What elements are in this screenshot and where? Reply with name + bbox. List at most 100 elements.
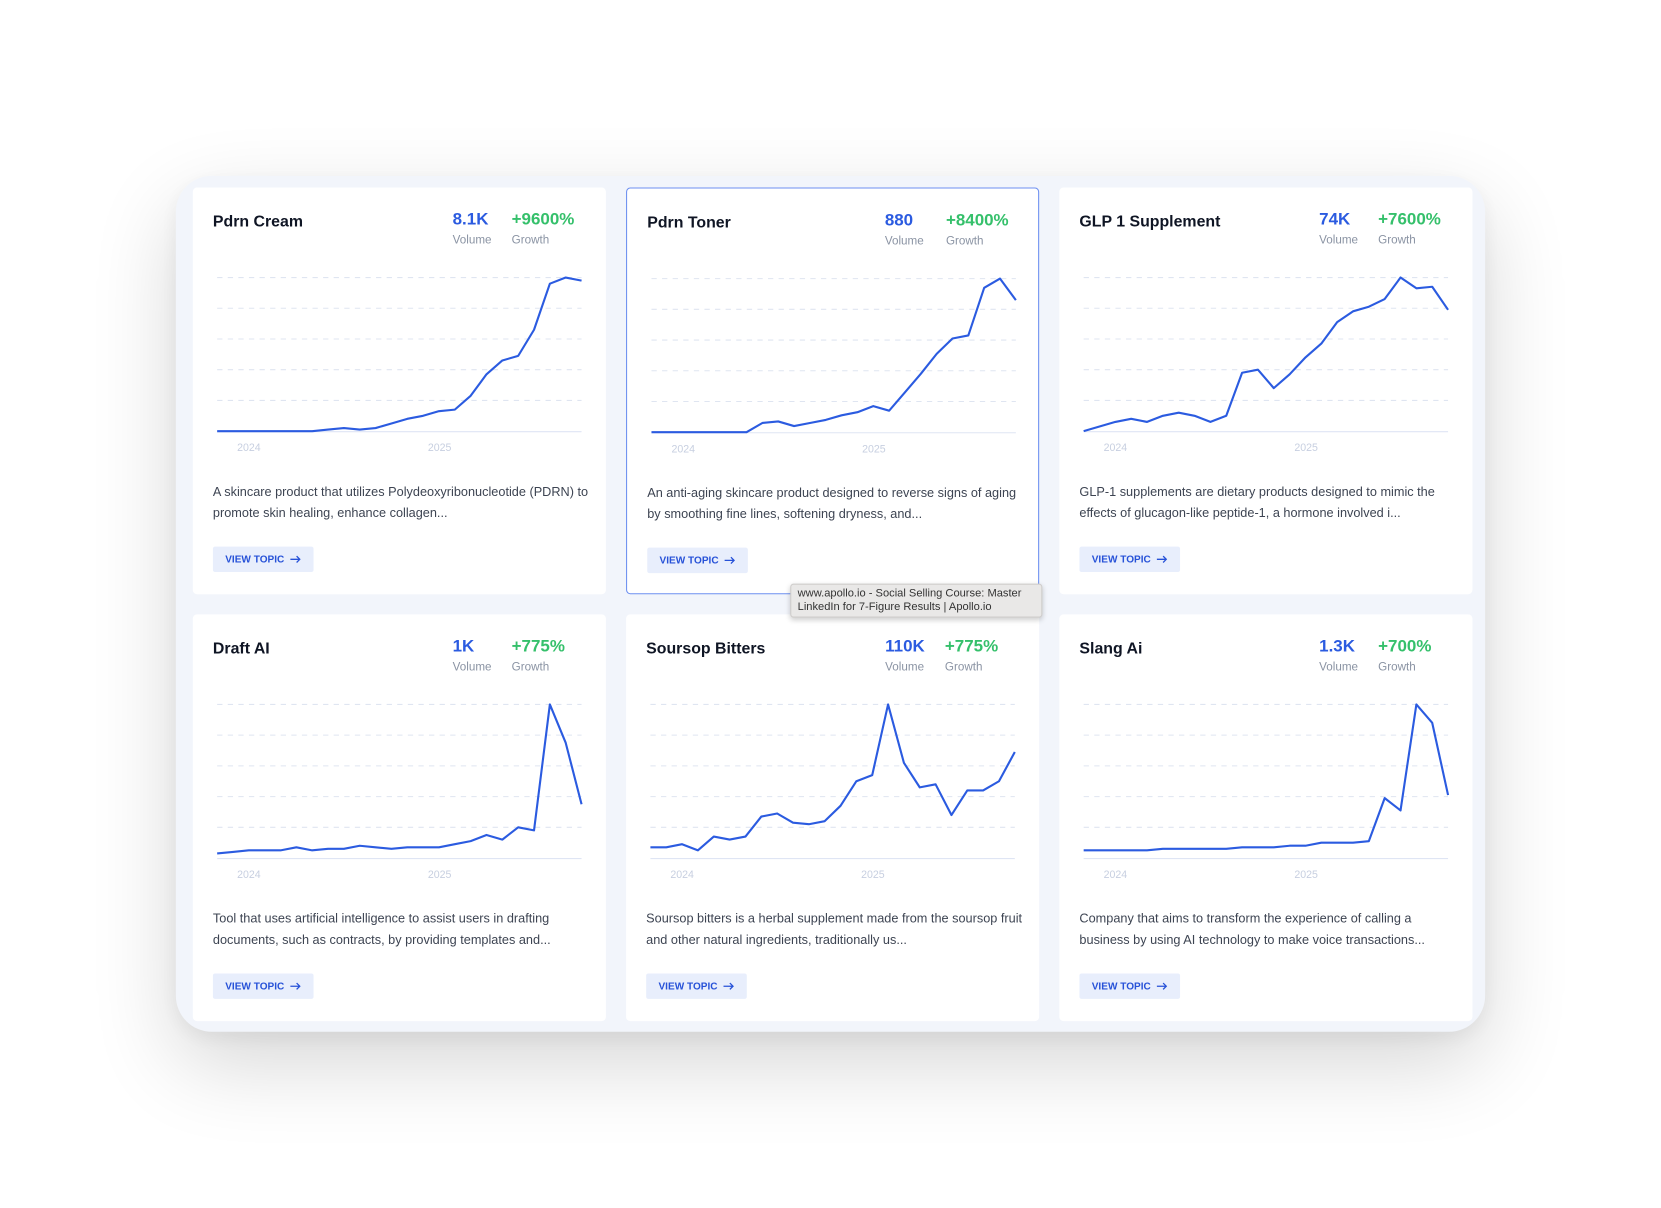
x-tick-label: 2025 bbox=[428, 442, 452, 454]
view-topic-label: VIEW TOPIC bbox=[658, 980, 718, 993]
growth-label: Growth bbox=[945, 235, 984, 248]
view-topic-label: VIEW TOPIC bbox=[1091, 980, 1151, 993]
volume-label: Volume bbox=[1319, 661, 1359, 674]
x-tick-label: 2024 bbox=[237, 442, 261, 454]
trend-chart: 2024 2025 bbox=[217, 703, 583, 881]
x-tick-label: 2025 bbox=[861, 869, 885, 881]
growth-label: Growth bbox=[511, 234, 550, 247]
arrow-right-icon bbox=[724, 556, 736, 564]
volume-metric: 1K Volume bbox=[453, 638, 492, 674]
volume-label: Volume bbox=[1319, 234, 1359, 247]
growth-label: Growth bbox=[511, 661, 550, 674]
view-topic-button[interactable]: VIEW TOPIC bbox=[1079, 973, 1181, 999]
view-topic-button[interactable]: VIEW TOPIC bbox=[647, 547, 748, 574]
x-tick-label: 2024 bbox=[670, 869, 694, 881]
volume-metric: 8.1K Volume bbox=[453, 211, 492, 247]
volume-metric: 1.3K Volume bbox=[1319, 638, 1358, 674]
x-tick-label: 2024 bbox=[1104, 442, 1128, 454]
topic-card[interactable]: Slang Ai 1.3K Volume +700% Growth 2024 20… bbox=[1059, 614, 1473, 1022]
description-text: GLP-1 supplements are dietary products d… bbox=[1079, 484, 1435, 521]
topic-description: Tool that uses artificial intelligence t… bbox=[213, 908, 589, 950]
view-topic-label: VIEW TOPIC bbox=[659, 554, 719, 567]
topic-description: GLP-1 supplements are dietary products d… bbox=[1079, 481, 1455, 523]
topic-description: Company that aims to transform the exper… bbox=[1079, 908, 1455, 950]
growth-value: +7600% bbox=[1378, 210, 1441, 229]
x-tick-label: 2025 bbox=[862, 443, 886, 455]
arrow-right-icon bbox=[290, 555, 302, 563]
x-tick-label: 2025 bbox=[1294, 442, 1318, 454]
x-tick-label: 2025 bbox=[428, 869, 452, 881]
topic-description: Soursop bitters is a herbal supplement m… bbox=[646, 908, 1022, 950]
description-text: Company that aims to transform the exper… bbox=[1079, 910, 1425, 948]
topic-description: A skincare product that utilizes Polydeo… bbox=[213, 481, 589, 523]
growth-value: +775% bbox=[944, 637, 999, 656]
volume-metric: 880 Volume bbox=[885, 212, 924, 248]
topic-title: Soursop Bitters bbox=[646, 639, 766, 658]
volume-value: 8.1K bbox=[452, 210, 489, 229]
arrow-right-icon bbox=[1157, 555, 1168, 563]
arrow-right-icon bbox=[723, 982, 735, 990]
topic-title: Pdrn Toner bbox=[647, 213, 731, 232]
view-topic-label: VIEW TOPIC bbox=[225, 553, 285, 566]
arrow-right-icon bbox=[290, 982, 302, 990]
growth-value: +8400% bbox=[945, 211, 1009, 230]
topic-title: Draft AI bbox=[212, 639, 270, 658]
growth-metric: +7600% Growth bbox=[1378, 211, 1441, 247]
growth-label: Growth bbox=[1378, 234, 1416, 247]
volume-value: 1K bbox=[452, 637, 475, 656]
growth-metric: +775% Growth bbox=[945, 638, 998, 674]
x-tick-label: 2024 bbox=[671, 443, 695, 455]
volume-metric: 110K Volume bbox=[885, 638, 925, 674]
trend-chart: 2024 2025 bbox=[1083, 703, 1450, 881]
x-tick-label: 2024 bbox=[237, 869, 261, 881]
view-topic-button[interactable]: VIEW TOPIC bbox=[1079, 546, 1181, 573]
topic-title: Slang Ai bbox=[1079, 639, 1143, 658]
trend-line bbox=[651, 277, 1017, 434]
volume-label: Volume bbox=[452, 661, 492, 674]
description-text: An anti-aging skincare product designed … bbox=[647, 485, 1017, 522]
trend-chart: 2024 2025 bbox=[1083, 276, 1449, 454]
volume-value: 74K bbox=[1319, 210, 1351, 229]
topic-card[interactable]: Soursop Bitters 110K Volume +775% Growth… bbox=[626, 614, 1040, 1022]
description-text: Soursop bitters is a herbal supplement m… bbox=[646, 910, 1023, 948]
topic-card[interactable]: GLP 1 Supplement 74K Volume +7600% Growt… bbox=[1059, 187, 1473, 595]
trend-line bbox=[1083, 703, 1450, 852]
view-topic-button[interactable]: VIEW TOPIC bbox=[646, 973, 747, 999]
description-text: A skincare product that utilizes Polydeo… bbox=[212, 484, 589, 521]
trend-line bbox=[650, 703, 1016, 852]
growth-label: Growth bbox=[944, 661, 983, 674]
volume-label: Volume bbox=[885, 661, 925, 674]
topic-title: Pdrn Cream bbox=[212, 212, 303, 231]
trend-chart: 2024 2025 bbox=[217, 276, 582, 454]
volume-label: Volume bbox=[452, 234, 492, 247]
view-topic-button[interactable]: VIEW TOPIC bbox=[212, 973, 314, 999]
volume-value: 110K bbox=[885, 637, 925, 656]
x-tick-label: 2025 bbox=[1294, 869, 1318, 881]
growth-metric: +775% Growth bbox=[512, 638, 565, 674]
description-text: Tool that uses artificial intelligence t… bbox=[212, 910, 551, 948]
growth-metric: +700% Growth bbox=[1378, 638, 1431, 674]
growth-label: Growth bbox=[1378, 661, 1416, 674]
view-topic-label: VIEW TOPIC bbox=[1091, 553, 1151, 566]
volume-label: Volume bbox=[884, 235, 924, 248]
topic-description: An anti-aging skincare product designed … bbox=[647, 482, 1023, 524]
volume-value: 880 bbox=[884, 211, 914, 230]
growth-metric: +8400% Growth bbox=[946, 212, 1009, 248]
x-tick-label: 2024 bbox=[1104, 869, 1128, 881]
link-tooltip: www.apollo.io - Social Selling Course: M… bbox=[790, 583, 1043, 618]
growth-value: +700% bbox=[1378, 637, 1432, 656]
trend-chart: 2024 2025 bbox=[650, 703, 1016, 881]
trend-line bbox=[217, 276, 582, 433]
growth-value: +775% bbox=[511, 637, 565, 656]
trend-line bbox=[1083, 276, 1449, 433]
topic-card[interactable]: Draft AI 1K Volume +775% Growth 2024 2025… bbox=[192, 614, 606, 1022]
growth-value: +9600% bbox=[511, 210, 575, 229]
volume-metric: 74K Volume bbox=[1319, 211, 1358, 247]
arrow-right-icon bbox=[1157, 982, 1168, 990]
topic-card[interactable]: Pdrn Cream 8.1K Volume +9600% Growth 202… bbox=[192, 187, 606, 595]
topic-card[interactable]: Pdrn Toner 880 Volume +8400% Growth 2024… bbox=[626, 187, 1040, 595]
view-topic-button[interactable]: VIEW TOPIC bbox=[212, 546, 314, 573]
topic-title: GLP 1 Supplement bbox=[1079, 212, 1221, 231]
trend-line bbox=[217, 703, 583, 855]
view-topic-label: VIEW TOPIC bbox=[225, 980, 285, 993]
